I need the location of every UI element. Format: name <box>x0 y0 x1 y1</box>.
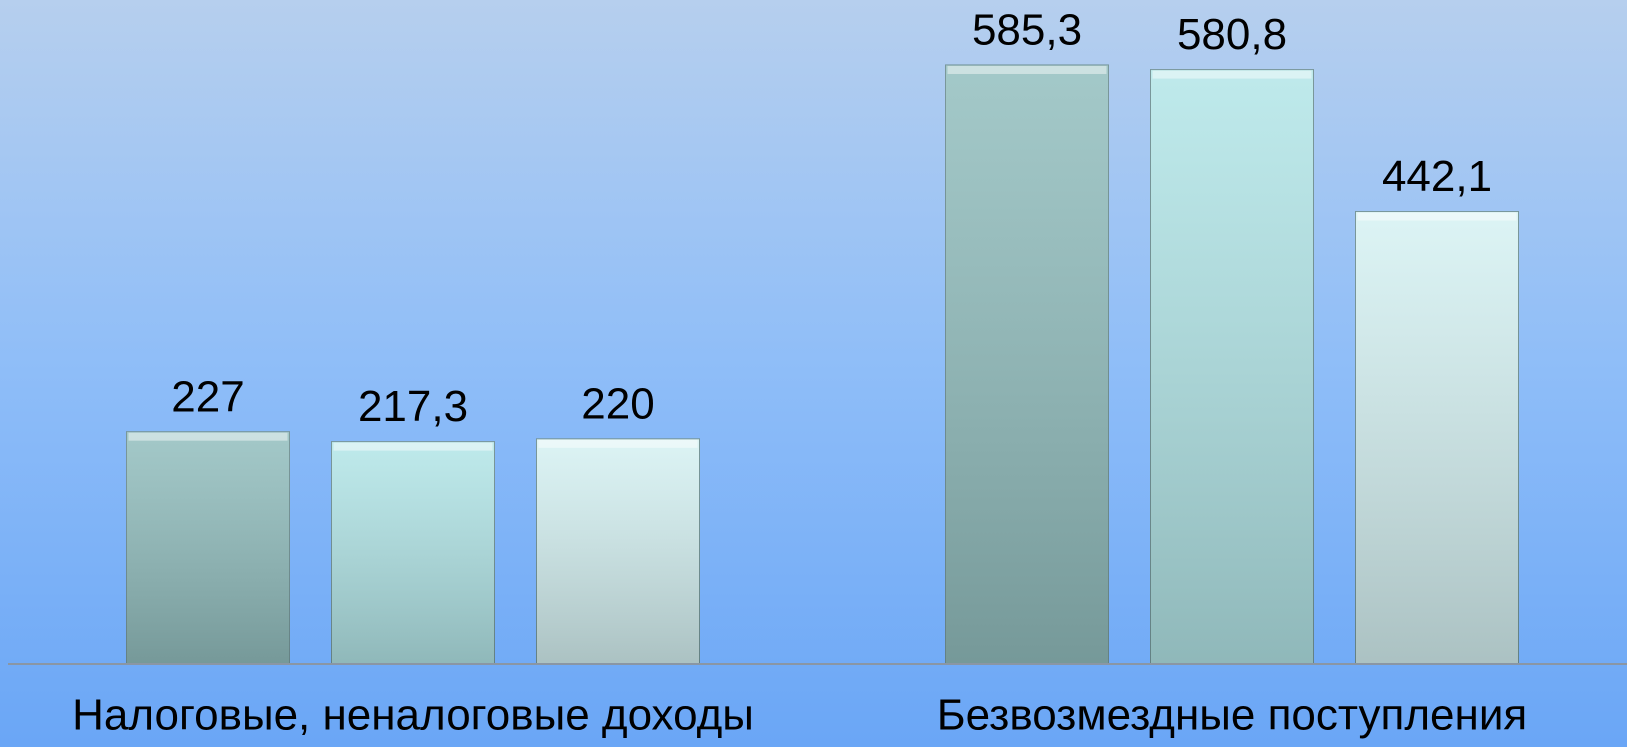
value-label: 580,8 <box>1177 10 1287 59</box>
bar-shade <box>536 438 700 664</box>
value-label: 227 <box>171 372 244 421</box>
x-tick-label: Налоговые, неналоговые доходы <box>72 691 754 740</box>
value-label: 585,3 <box>972 6 1082 55</box>
value-label: 217,3 <box>358 382 468 431</box>
value-label: 442,1 <box>1382 152 1492 201</box>
bar-bevel <box>333 442 493 451</box>
bar-bevel <box>128 432 288 441</box>
value-label: 220 <box>581 379 654 428</box>
bar-shade <box>945 64 1109 664</box>
x-tick-label: Безвозмездные поступления <box>937 691 1527 740</box>
plot-area: Налоговые, неналоговые доходы 227 217,3 220… <box>72 6 1527 740</box>
bar-shade <box>331 441 495 664</box>
bar-bevel <box>1152 70 1312 79</box>
bar-bevel <box>538 439 698 448</box>
bar-bevel <box>1357 212 1517 221</box>
bar-shade <box>126 431 290 664</box>
bar-shade <box>1150 69 1314 664</box>
bar-bevel <box>947 65 1107 74</box>
bar-shade <box>1355 211 1519 665</box>
